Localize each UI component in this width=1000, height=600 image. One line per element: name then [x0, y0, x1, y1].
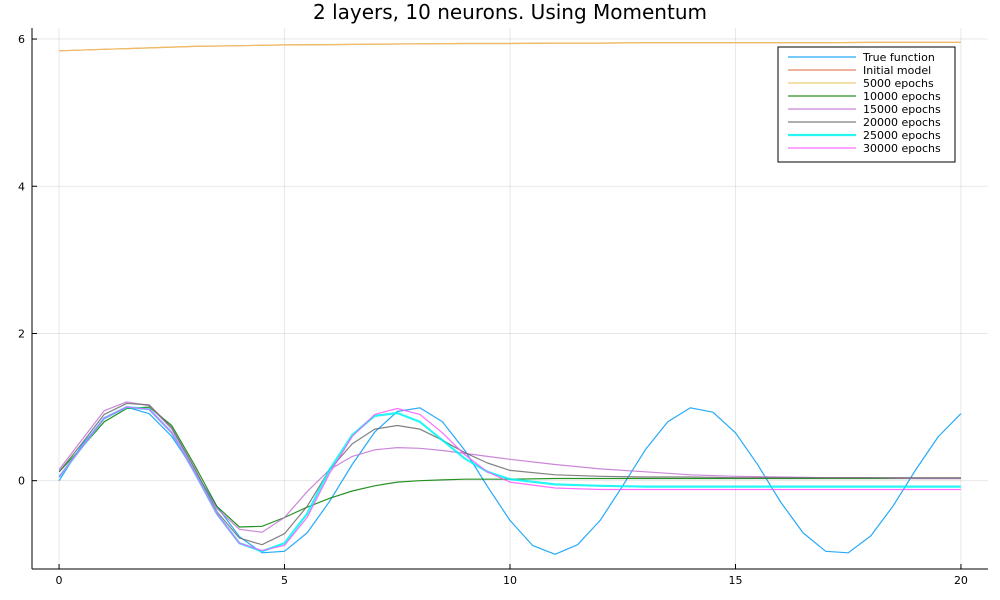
x-tick-label: 0	[56, 574, 63, 587]
y-tick-label: 6	[18, 33, 25, 46]
legend-label: 10000 epochs	[863, 90, 941, 103]
y-tick-label: 2	[18, 327, 25, 340]
series-line-true-function	[58, 406, 962, 555]
grid	[32, 28, 988, 569]
series-line-5000-epochs	[59, 41, 961, 52]
y-tick-label: 0	[18, 475, 25, 488]
series-line-15000-epochs	[58, 401, 961, 533]
legend-label: Initial model	[863, 64, 931, 77]
axes: 0 5 10 15 20 0 2 4 6	[18, 28, 988, 587]
legend-label: True function	[862, 51, 935, 64]
x-tick-label: 20	[954, 574, 968, 587]
series-line-10000-epochs	[58, 406, 961, 528]
chart-title: 2 layers, 10 neurons. Using Momentum	[313, 0, 707, 24]
series-line-30000-epochs	[58, 406, 961, 552]
legend-box	[777, 46, 956, 163]
legend-label: 25000 epochs	[863, 129, 941, 142]
x-tick-label: 5	[281, 574, 288, 587]
x-tick-label: 10	[503, 574, 517, 587]
series-line-20000-epochs	[58, 402, 961, 546]
legend-label: 30000 epochs	[863, 142, 941, 155]
legend-label: 20000 epochs	[863, 116, 941, 129]
series-layer	[58, 41, 962, 555]
legend-label: 15000 epochs	[863, 103, 941, 116]
y-tick-label: 4	[18, 180, 25, 193]
x-tick-label: 15	[728, 574, 742, 587]
legend-label: 5000 epochs	[863, 77, 934, 90]
